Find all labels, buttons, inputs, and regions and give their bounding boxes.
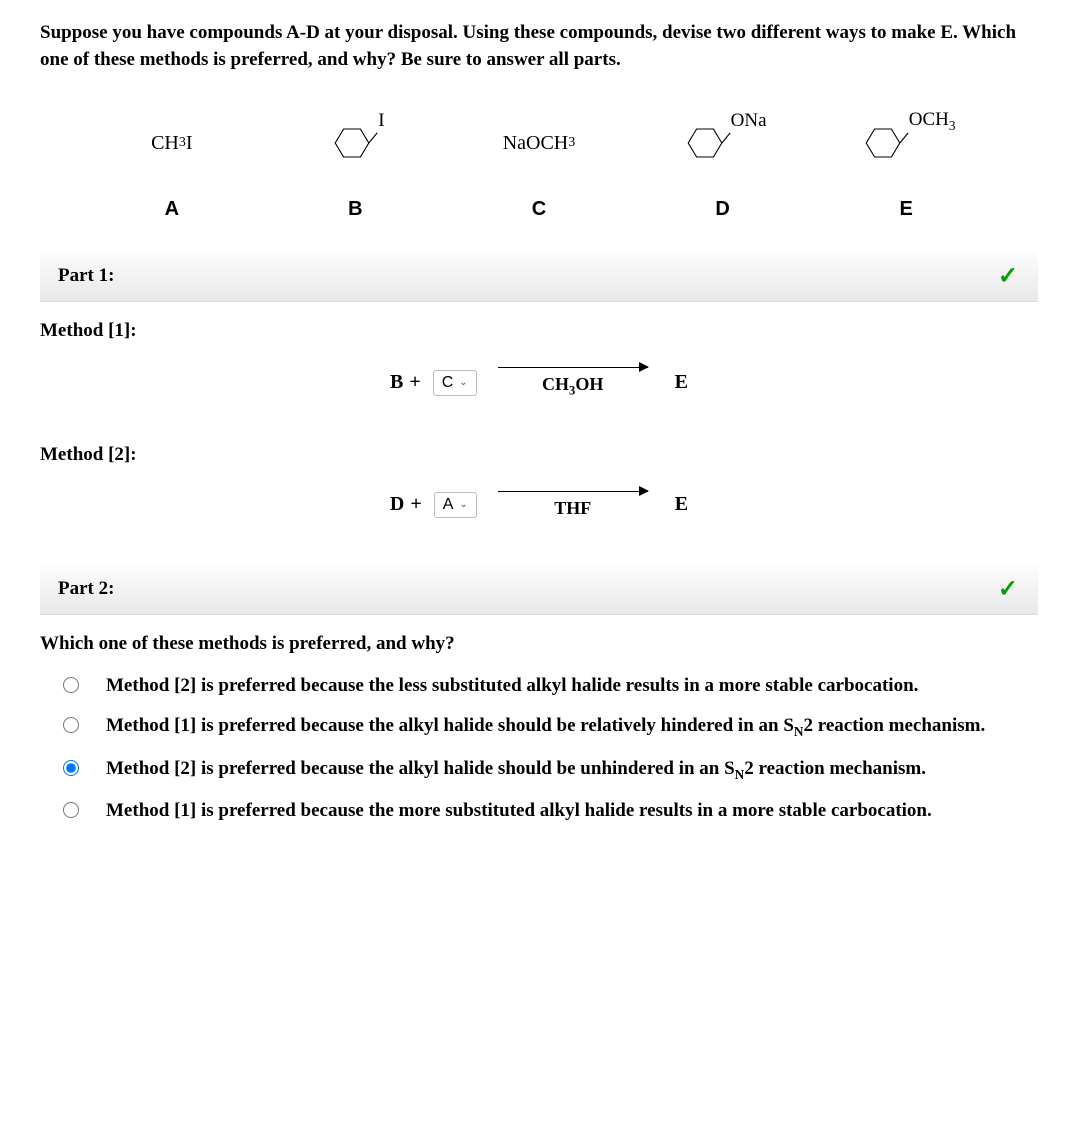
radio-input-3[interactable]	[63, 802, 79, 818]
compound-D: ONa	[631, 103, 815, 183]
reaction-arrow-1: CH3OH	[498, 367, 648, 399]
radio-input-2[interactable]	[63, 760, 79, 776]
part1-title: Part 1:	[58, 265, 114, 286]
radio-text-0: Method [2] is preferred because the less…	[106, 673, 918, 700]
method1-select-value: C	[442, 374, 454, 392]
label-B: B	[264, 198, 448, 221]
method2-fixed: D	[390, 493, 404, 516]
chevron-down-icon: ⌄	[459, 499, 467, 510]
label-C: C	[447, 198, 631, 221]
arrow-line-icon	[498, 491, 648, 492]
part2-question: Which one of these methods is preferred,…	[40, 633, 1038, 655]
compound-C: NaOCH3	[447, 103, 631, 183]
method2-select-value: A	[443, 496, 454, 514]
reaction-arrow-2: THF	[498, 491, 648, 519]
compound-E-struct: OCH3	[814, 103, 998, 183]
compound-A-formula: CH3I	[151, 103, 192, 183]
label-D: D	[631, 198, 815, 221]
compound-labels-row: A B C D E	[80, 198, 998, 221]
label-E: E	[814, 198, 998, 221]
cyclohexane-icon	[677, 115, 733, 171]
compound-B-structure: I	[324, 103, 386, 183]
radio-text-2: Method [2] is preferred because the alky…	[106, 756, 926, 784]
method2-solvent: THF	[554, 498, 591, 519]
check-icon: ✓	[998, 574, 1018, 603]
radio-input-1[interactable]	[63, 717, 79, 733]
reaction-2: D + A ⌄ THF E	[40, 491, 1038, 519]
radio-option-0[interactable]: Method [2] is preferred because the less…	[40, 673, 1038, 700]
substituent-D: ONa	[731, 110, 767, 132]
method1-fixed: B	[390, 371, 403, 394]
compound-B: I	[264, 103, 448, 183]
question-text: Suppose you have compounds A-D at your d…	[40, 20, 1038, 73]
compound-A: CH3I	[80, 103, 264, 183]
compound-E-structure: OCH3	[855, 103, 958, 183]
label-A: A	[80, 198, 264, 221]
radio-text-3: Method [1] is preferred because the more…	[106, 798, 932, 825]
radio-text-1: Method [1] is preferred because the alky…	[106, 713, 985, 741]
radio-option-2[interactable]: Method [2] is preferred because the alky…	[40, 756, 1038, 784]
method1-solvent: CH3OH	[542, 374, 603, 399]
part2-header: Part 2: ✓	[40, 564, 1038, 615]
method2-product: E	[675, 493, 688, 516]
radio-option-3[interactable]: Method [1] is preferred because the more…	[40, 798, 1038, 825]
arrow-line-icon	[498, 367, 648, 368]
check-icon: ✓	[998, 262, 1018, 291]
radio-option-1[interactable]: Method [1] is preferred because the alky…	[40, 713, 1038, 741]
reaction-1: B + C ⌄ CH3OH E	[40, 367, 1038, 399]
compounds-row: CH3I I NaOCH3 ONa	[80, 103, 998, 183]
method2-label: Method [2]:	[40, 444, 1038, 466]
method2-select[interactable]: A ⌄	[434, 492, 477, 518]
method1-product: E	[675, 371, 688, 394]
chevron-down-icon: ⌄	[459, 377, 467, 388]
method1-label: Method [1]:	[40, 320, 1038, 342]
radio-group: Method [2] is preferred because the less…	[40, 673, 1038, 825]
substituent-E: OCH3	[909, 109, 956, 134]
substituent-B: I	[378, 110, 384, 132]
cyclohexane-icon	[855, 115, 911, 171]
plus-sign: +	[409, 371, 420, 394]
part1-header: Part 1: ✓	[40, 251, 1038, 302]
cyclohexane-icon	[324, 115, 380, 171]
compound-C-formula: NaOCH3	[503, 103, 576, 183]
radio-input-0[interactable]	[63, 677, 79, 693]
part2-title: Part 2:	[58, 578, 114, 599]
compound-D-structure: ONa	[677, 103, 769, 183]
plus-sign: +	[410, 493, 421, 516]
method1-select[interactable]: C ⌄	[433, 370, 477, 396]
